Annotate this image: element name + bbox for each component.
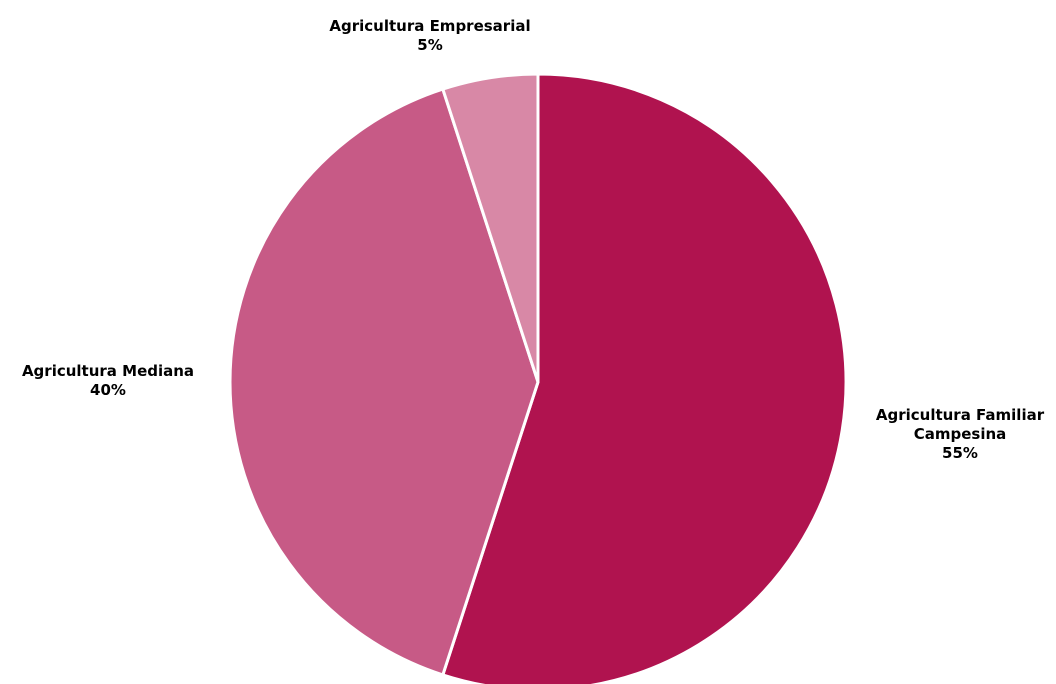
slice-value-label: 5% — [417, 36, 442, 54]
slice-label-3: Agricultura Empresarial 5% — [329, 17, 530, 54]
slice-category-label: Agricultura Familiar — [876, 406, 1045, 424]
pie-labels: Agricultura Familiar Campesina 55%Agricult… — [22, 17, 1045, 462]
pie-slice-2 — [228, 87, 540, 677]
slice-category-label: Campesina — [914, 425, 1007, 443]
slice-value-label: 40% — [90, 381, 126, 399]
slice-label-1: Agricultura Familiar Campesina 55% — [876, 406, 1045, 462]
pie-slices — [228, 72, 848, 684]
slice-category-label: Agricultura Mediana — [22, 362, 194, 380]
slice-category-label: Agricultura Empresarial — [329, 17, 530, 35]
slice-value-label: 55% — [942, 444, 978, 462]
slice-label-2: Agricultura Mediana 40% — [22, 362, 194, 399]
pie-slice-3 — [441, 72, 540, 384]
